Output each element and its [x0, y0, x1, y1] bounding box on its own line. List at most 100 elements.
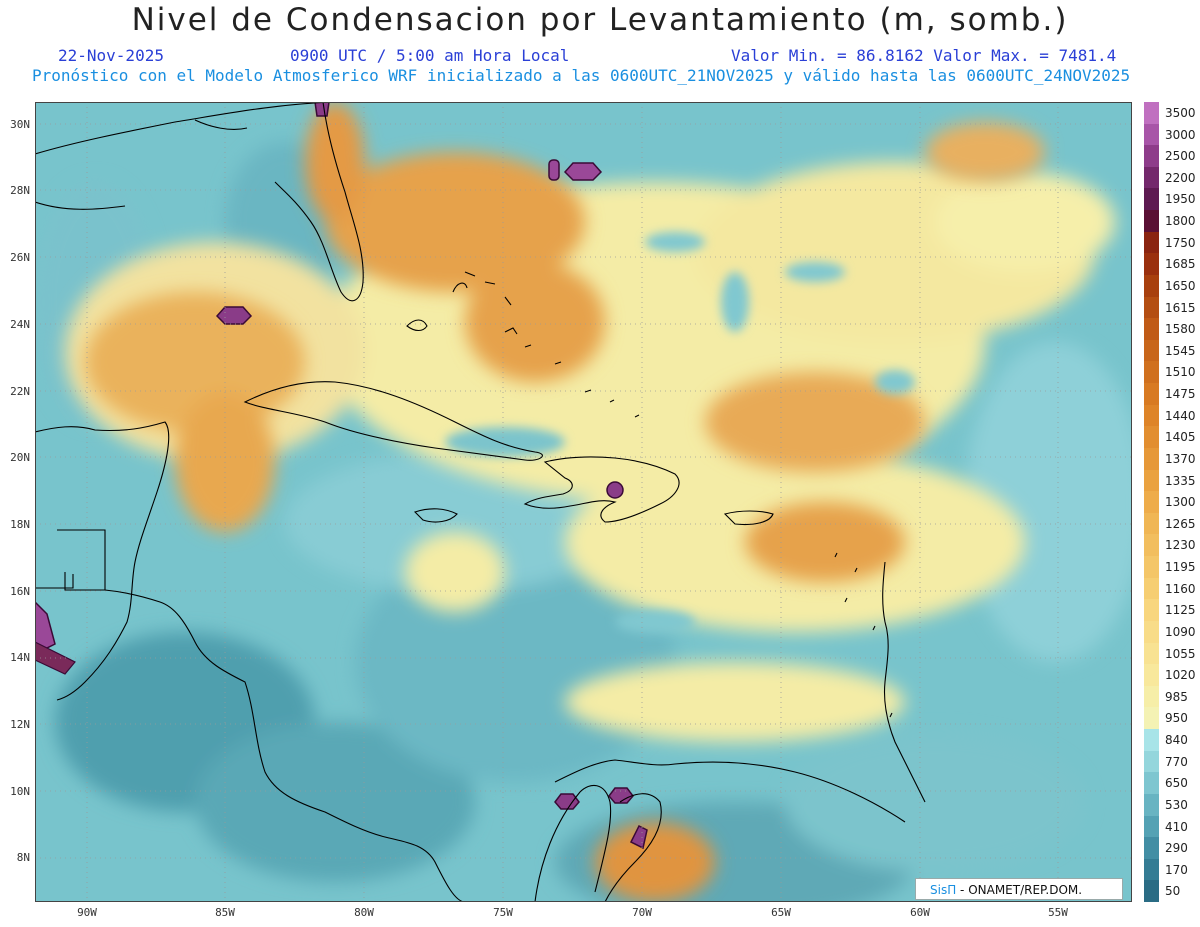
legend-entry: 650 — [1144, 772, 1200, 794]
lon-label: 55W — [1048, 906, 1068, 919]
legend-entry: 1510 — [1144, 361, 1200, 384]
legend-entry: 1750 — [1144, 231, 1200, 254]
lon-label: 90W — [77, 906, 97, 919]
brand-label: SisΠ — [930, 883, 957, 897]
legend-label: 1440 — [1165, 408, 1196, 423]
legend-swatch — [1144, 837, 1159, 859]
legend-swatch — [1144, 620, 1159, 643]
legend-label: 1650 — [1165, 278, 1196, 293]
legend-swatch — [1144, 534, 1159, 557]
legend-swatch — [1144, 166, 1159, 189]
legend-entry: 1335 — [1144, 469, 1200, 492]
forecast-date: 22-Nov-2025 — [58, 46, 164, 65]
legend-label: 1475 — [1165, 387, 1196, 402]
legend-entry: 1615 — [1144, 296, 1200, 319]
legend-entry: 1650 — [1144, 274, 1200, 297]
legend-entry: 2500 — [1144, 145, 1200, 167]
color-legend: 3500 3000 2500 2200 1950 1800 1750 1685 1650 1615… — [1144, 102, 1200, 902]
legend-label: 1370 — [1165, 451, 1196, 466]
legend-swatch — [1144, 750, 1159, 773]
legend-swatch — [1144, 469, 1159, 492]
legend-entry: 950 — [1144, 707, 1200, 729]
lat-label: 18N — [10, 518, 30, 531]
lon-label: 70W — [632, 906, 652, 919]
lat-label: 14N — [10, 651, 30, 664]
legend-entry: 1440 — [1144, 404, 1200, 427]
legend-entry: 1545 — [1144, 339, 1200, 362]
lat-label: 20N — [10, 451, 30, 464]
legend-label: 1405 — [1165, 430, 1196, 445]
legend-label: 1265 — [1165, 516, 1196, 531]
legend-swatch — [1144, 102, 1159, 124]
legend-label: 1545 — [1165, 343, 1196, 358]
legend-label: 1090 — [1165, 624, 1196, 639]
legend-label: 1800 — [1165, 214, 1196, 229]
lat-label: 22N — [10, 385, 30, 398]
legend-entry: 985 — [1144, 685, 1200, 708]
lon-label: 85W — [215, 906, 235, 919]
legend-label: 410 — [1165, 819, 1188, 834]
legend-swatch — [1144, 880, 1159, 902]
legend-entry: 1125 — [1144, 599, 1200, 621]
legend-entry: 1055 — [1144, 642, 1200, 665]
legend-entry: 1475 — [1144, 383, 1200, 405]
legend-swatch — [1144, 556, 1159, 578]
lat-label: 16N — [10, 585, 30, 598]
legend-entry: 1230 — [1144, 534, 1200, 557]
legend-swatch — [1144, 707, 1159, 729]
legend-label: 2500 — [1165, 149, 1196, 164]
legend-label: 1125 — [1165, 603, 1196, 618]
legend-label: 1195 — [1165, 560, 1196, 575]
credit-text: - ONAMET/REP.DOM. — [956, 883, 1083, 897]
condensation-level-map — [35, 102, 1132, 902]
legend-swatch — [1144, 361, 1159, 384]
legend-swatch — [1144, 815, 1159, 838]
legend-label: 1160 — [1165, 581, 1196, 596]
legend-label: 170 — [1165, 862, 1188, 877]
legend-entry: 840 — [1144, 729, 1200, 751]
legend-entry: 170 — [1144, 858, 1200, 881]
legend-label: 1300 — [1165, 495, 1196, 510]
legend-label: 1750 — [1165, 235, 1196, 250]
legend-swatch — [1144, 772, 1159, 794]
legend-label: 1230 — [1165, 538, 1196, 553]
map-frame — [35, 102, 1132, 902]
legend-entry: 2200 — [1144, 166, 1200, 189]
map-title: Nivel de Condensacion por Levantamiento … — [131, 2, 1069, 38]
credit-box: SisΠ - ONAMET/REP.DOM. — [915, 878, 1123, 900]
lat-label: 10N — [10, 785, 30, 798]
legend-entry: 1160 — [1144, 577, 1200, 600]
legend-label: 1055 — [1165, 646, 1196, 661]
legend-label: 1685 — [1165, 257, 1196, 272]
legend-swatch — [1144, 599, 1159, 621]
legend-label: 2200 — [1165, 170, 1196, 185]
legend-swatch — [1144, 318, 1159, 340]
lat-label: 24N — [10, 318, 30, 331]
legend-label: 1950 — [1165, 192, 1196, 207]
forecast-note: Pronóstico con el Modelo Atmosferico WRF… — [32, 66, 1131, 85]
legend-swatch — [1144, 858, 1159, 881]
legend-entry: 1300 — [1144, 491, 1200, 513]
legend-label: 3000 — [1165, 127, 1196, 142]
legend-swatch — [1144, 426, 1159, 448]
min-max-values: Valor Min. = 86.8162 Valor Max. = 7481.4 — [731, 46, 1117, 65]
legend-entry: 1370 — [1144, 447, 1200, 470]
legend-swatch — [1144, 296, 1159, 319]
legend-entry: 3000 — [1144, 123, 1200, 146]
lat-label: 12N — [10, 718, 30, 731]
legend-swatch — [1144, 491, 1159, 513]
legend-entry: 1195 — [1144, 556, 1200, 578]
legend-label: 650 — [1165, 776, 1188, 791]
legend-label: 50 — [1165, 884, 1181, 899]
legend-label: 770 — [1165, 754, 1188, 769]
legend-swatch — [1144, 231, 1159, 254]
teal-streaks — [445, 232, 915, 634]
lon-label: 60W — [910, 906, 930, 919]
lat-label: 30N — [10, 118, 30, 131]
legend-swatch — [1144, 447, 1159, 470]
legend-swatch — [1144, 123, 1159, 146]
legend-label: 1020 — [1165, 668, 1196, 683]
legend-entry: 50 — [1144, 880, 1200, 902]
high-lcl-field — [85, 102, 1045, 902]
lat-label: 28N — [10, 184, 30, 197]
